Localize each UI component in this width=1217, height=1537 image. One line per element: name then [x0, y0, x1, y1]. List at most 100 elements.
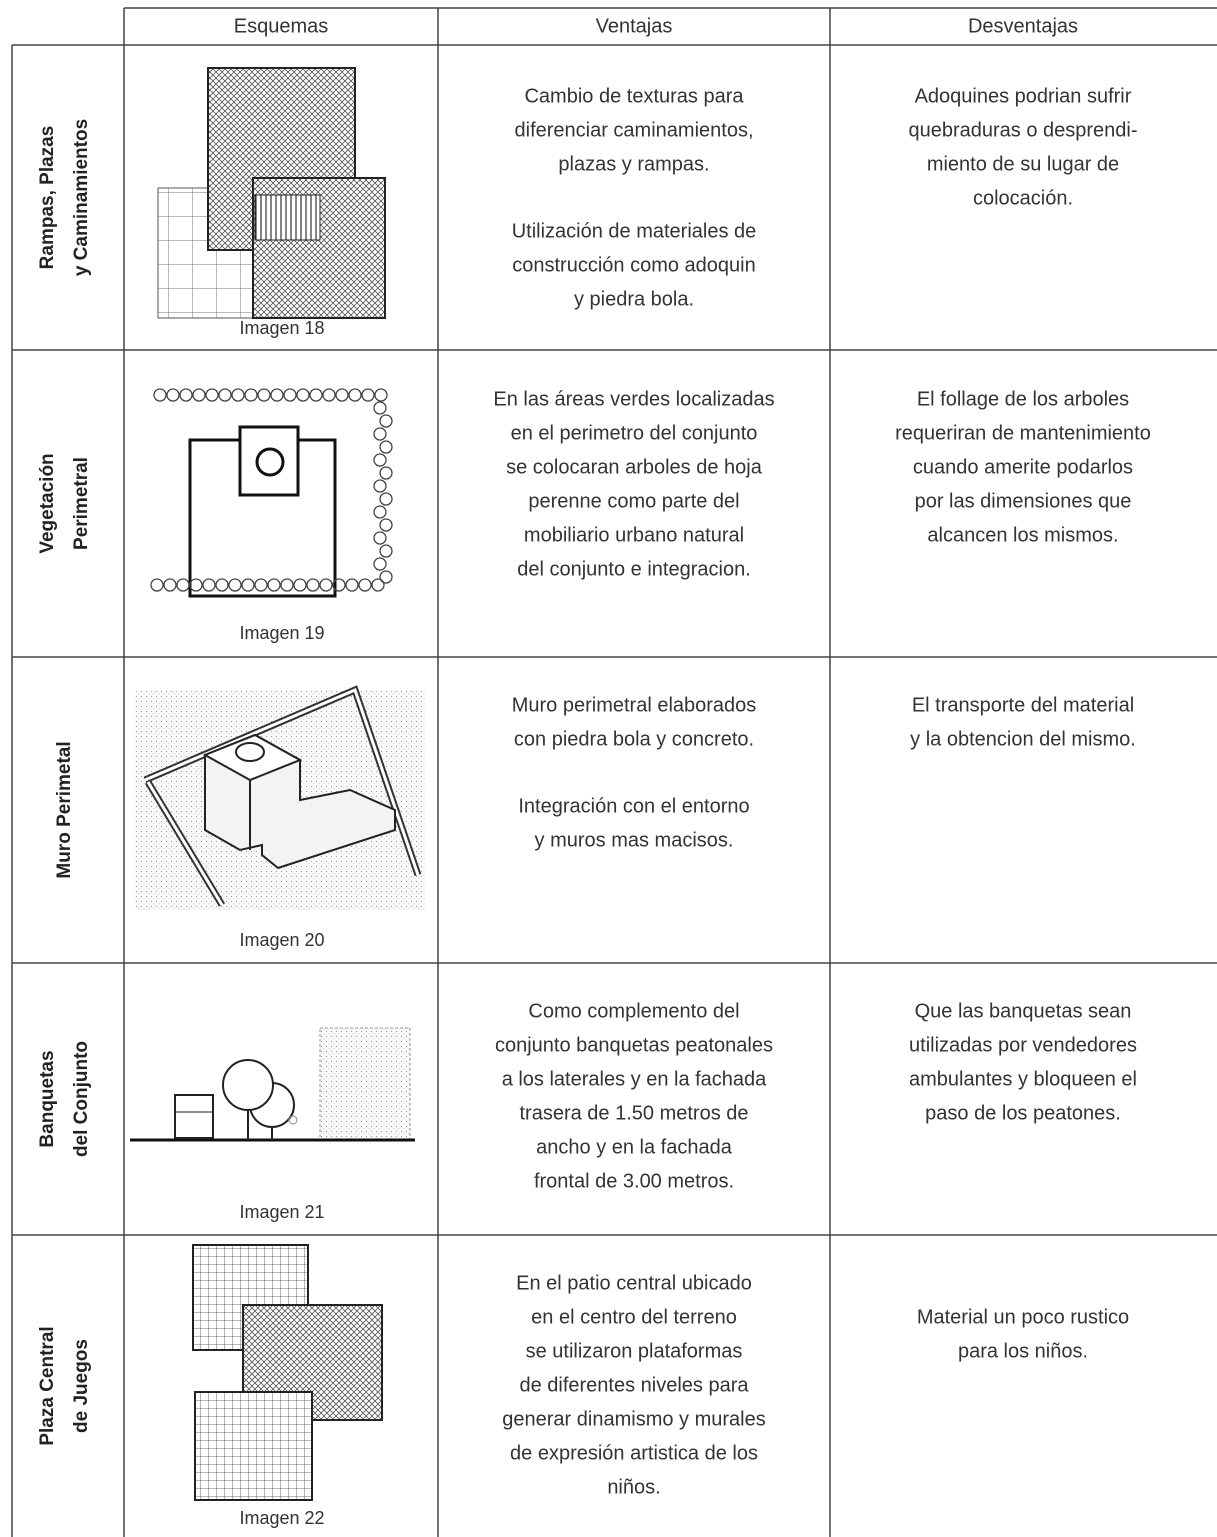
shrub: [373, 505, 387, 519]
shrub: [348, 388, 362, 402]
advantage-line: plazas y rampas.: [558, 153, 709, 175]
row-label: Plaza Central: [37, 1326, 58, 1445]
advantage-line: y piedra bola.: [574, 288, 694, 310]
shrub: [373, 401, 387, 415]
disadvantage-line: El follage de los arboles: [917, 388, 1129, 410]
advantage-line: Utilización de materiales de: [512, 220, 757, 242]
row-label: Banquetas: [37, 1050, 58, 1147]
shrub: [192, 388, 206, 402]
shrub: [150, 578, 164, 592]
shrub: [322, 388, 336, 402]
disadvantage-line: requeriran de mantenimiento: [895, 422, 1151, 444]
shrub: [379, 466, 393, 480]
shrub: [371, 578, 385, 592]
shrub: [379, 570, 393, 584]
disadvantage-line: cuando amerite podarlos: [913, 456, 1133, 478]
shrub: [244, 388, 258, 402]
image-caption: Imagen 21: [239, 1202, 324, 1222]
shrub: [296, 388, 310, 402]
advantage-line: Muro perimetral elaborados: [512, 694, 757, 716]
shrub: [241, 578, 255, 592]
advantage-line: trasera de 1.50 metros de: [519, 1102, 748, 1124]
advantage-line: a los laterales y en la fachada: [502, 1068, 767, 1090]
advantage-line: mobiliario urbano natural: [524, 524, 744, 546]
shrub: [163, 578, 177, 592]
shrub: [361, 388, 375, 402]
shrub: [379, 414, 393, 428]
shrub: [231, 388, 245, 402]
disadvantage-line: colocación.: [973, 187, 1073, 209]
advantage-line: En el patio central ubicado: [516, 1272, 752, 1294]
shrub: [373, 453, 387, 467]
shrub: [373, 557, 387, 571]
image-caption: Imagen 18: [239, 318, 324, 338]
advantage-line: generar dinamismo y murales: [502, 1408, 765, 1430]
shrub: [373, 531, 387, 545]
shrub: [306, 578, 320, 592]
column-header: Desventajas: [968, 15, 1078, 37]
advantage-line: construcción como adoquin: [512, 254, 755, 276]
disadvantage-line: alcancen los mismos.: [927, 524, 1118, 546]
image-caption: Imagen 22: [239, 1508, 324, 1528]
disadvantage-line: por las dimensiones que: [915, 490, 1132, 512]
shrub: [345, 578, 359, 592]
table-rules: [11, 7, 1217, 1537]
shrub: [270, 388, 284, 402]
advantage-line: Como complemento del: [528, 1000, 739, 1022]
advantage-line: Cambio de texturas para: [524, 85, 744, 107]
advantage-line: En las áreas verdes localizadas: [493, 388, 774, 410]
advantage-line: se colocaran arboles de hoja: [506, 456, 763, 478]
advantage-line: se utilizaron plataformas: [526, 1340, 743, 1362]
shrub: [358, 578, 372, 592]
row-label: de Juegos: [71, 1339, 92, 1433]
shrub: [374, 388, 388, 402]
shrub: [166, 388, 180, 402]
shrub: [176, 578, 190, 592]
row-label: y Caminamientos: [71, 119, 92, 276]
shrub: [267, 578, 281, 592]
advantage-line: diferenciar caminamientos,: [515, 119, 754, 141]
shrub: [319, 578, 333, 592]
advantage-line: frontal de 3.00 metros.: [534, 1170, 734, 1192]
shrub: [379, 518, 393, 532]
row-label: Muro Perimetal: [54, 741, 75, 878]
disadvantage-line: y la obtencion del mismo.: [910, 728, 1136, 750]
advantage-line: ancho y en la fachada: [536, 1136, 733, 1158]
column-header: Ventajas: [596, 15, 673, 37]
disadvantage-line: Que las banquetas sean: [915, 1000, 1132, 1022]
advantage-line: de expresión artistica de los: [510, 1442, 758, 1464]
row-label: Rampas, Plazas: [37, 126, 58, 270]
shrub: [228, 578, 242, 592]
shrub: [379, 492, 393, 506]
disadvantage-line: Material un poco rustico: [917, 1306, 1129, 1328]
advantage-line: perenne como parte del: [528, 490, 739, 512]
disadvantage-line: utilizadas por vendedores: [909, 1034, 1137, 1056]
shrub: [215, 578, 229, 592]
advantage-line: y muros mas macisos.: [535, 829, 734, 851]
disadvantage-line: Adoquines podrian sufrir: [915, 85, 1132, 107]
image-caption: Imagen 20: [239, 930, 324, 950]
shrub: [293, 578, 307, 592]
advantage-line: niños.: [607, 1476, 660, 1498]
advantage-line: en el perimetro del conjunto: [511, 422, 758, 444]
advantage-line: de diferentes niveles para: [519, 1374, 749, 1396]
advantage-line: conjunto banquetas peatonales: [495, 1034, 773, 1056]
image-caption: Imagen 19: [239, 623, 324, 643]
row-label: Vegetación: [37, 453, 58, 553]
advantage-line: con piedra bola y concreto.: [514, 728, 754, 750]
shrub: [283, 388, 297, 402]
shrub: [309, 388, 323, 402]
shrub: [202, 578, 216, 592]
advantage-line: del conjunto e integracion.: [517, 558, 751, 580]
shrub: [379, 544, 393, 558]
table-text: Esquemas Ventajas Desventajas Rampas, Plaza…: [37, 15, 1151, 1527]
shrub: [205, 388, 219, 402]
disadvantage-line: El transporte del material: [912, 694, 1134, 716]
shrub: [332, 578, 346, 592]
shrub: [280, 578, 294, 592]
disadvantage-line: paso de los peatones.: [925, 1102, 1121, 1124]
shrub: [335, 388, 349, 402]
advantage-line: Integración con el entorno: [518, 795, 749, 817]
